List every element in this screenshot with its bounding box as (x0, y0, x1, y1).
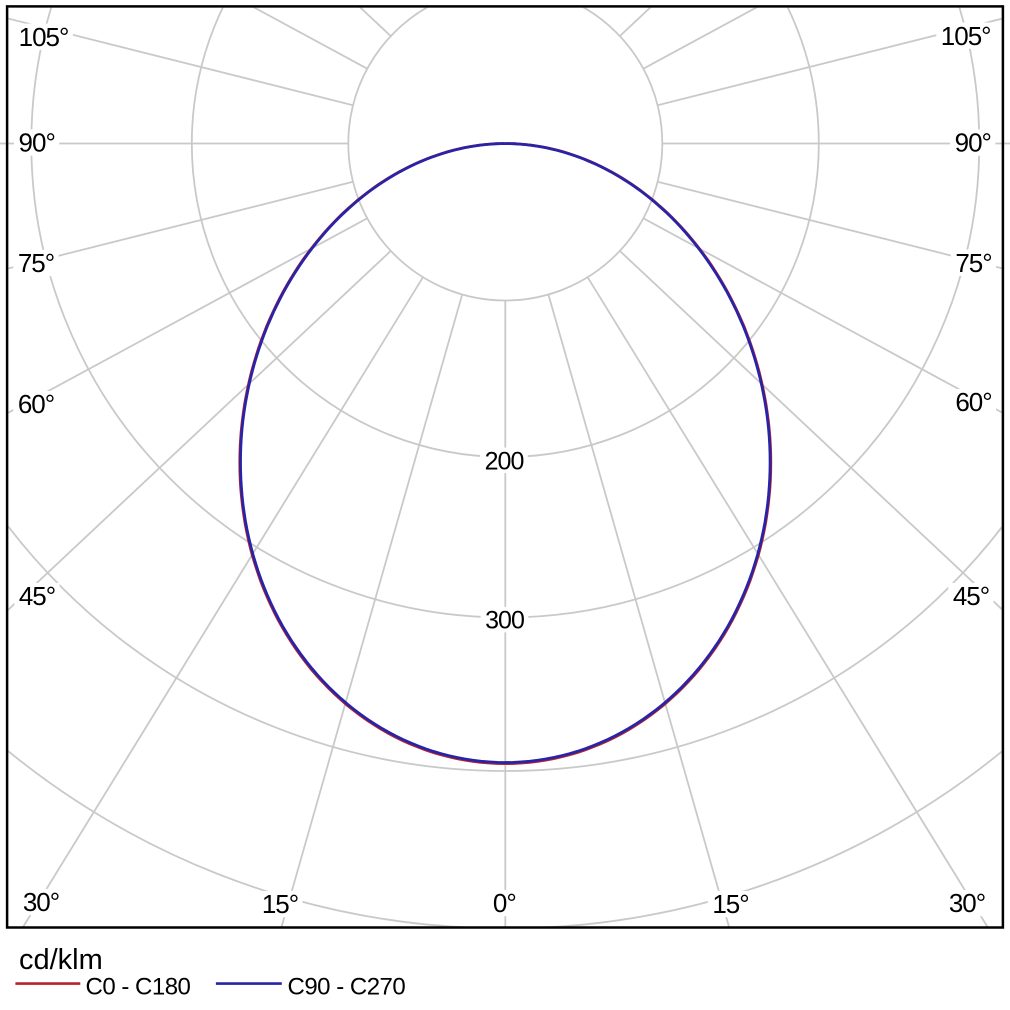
svg-text:45°: 45° (19, 581, 55, 611)
svg-text:15°: 15° (712, 889, 748, 919)
svg-text:C90 - C270: C90 - C270 (288, 974, 406, 1001)
svg-text:200: 200 (485, 447, 524, 475)
svg-text:90°: 90° (955, 128, 991, 158)
svg-text:60°: 60° (18, 389, 54, 419)
svg-text:90°: 90° (19, 128, 55, 158)
svg-text:75°: 75° (955, 248, 991, 278)
svg-text:300: 300 (485, 606, 524, 634)
svg-text:15°: 15° (262, 889, 298, 919)
svg-text:30°: 30° (949, 888, 985, 918)
svg-text:105°: 105° (941, 21, 991, 51)
svg-text:0°: 0° (493, 888, 516, 918)
svg-text:30°: 30° (23, 887, 59, 917)
svg-text:60°: 60° (955, 387, 991, 417)
svg-text:75°: 75° (18, 248, 54, 278)
svg-text:45°: 45° (953, 581, 989, 611)
svg-text:C0 - C180: C0 - C180 (86, 974, 191, 1001)
svg-text:105°: 105° (19, 22, 69, 52)
svg-text:cd/klm: cd/klm (19, 944, 103, 976)
